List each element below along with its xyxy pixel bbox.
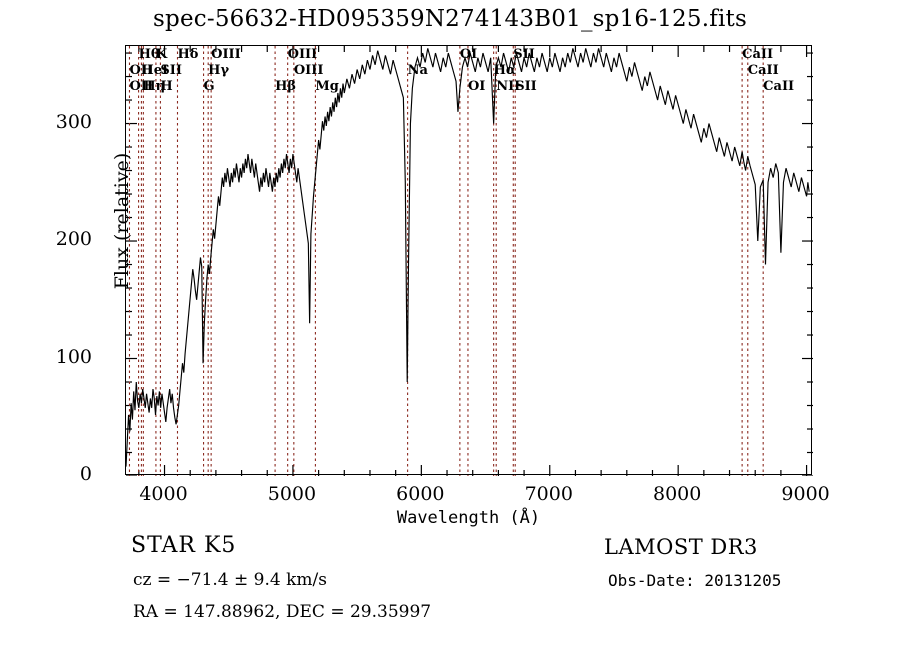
line-id-label: OI	[467, 79, 486, 94]
line-id-label: Hα	[493, 63, 516, 78]
y-tick-label: 300	[55, 110, 92, 133]
spectrum-canvas	[126, 46, 813, 476]
redshift-velocity: cz = −71.4 ± 9.4 km/s	[133, 570, 327, 590]
line-id-label: CaII	[763, 79, 795, 94]
line-id-label: OII	[129, 63, 153, 78]
y-tick-label: 200	[55, 228, 92, 251]
line-id-label: K	[155, 47, 168, 62]
line-id-label: OIII	[293, 63, 324, 78]
line-id-label: Hδ	[177, 47, 199, 62]
line-id-label: HeI	[141, 63, 169, 78]
line-id-label: Hβ	[275, 79, 296, 94]
line-id-label: SII	[513, 47, 535, 62]
line-id-label: SII	[160, 63, 182, 78]
line-id-label: CaII	[742, 47, 774, 62]
observation-date: Obs-Date: 20131205	[608, 571, 782, 590]
y-tick-label: 100	[55, 345, 92, 368]
line-id-label: Hγ	[208, 63, 230, 78]
line-id-label: Hθ	[138, 47, 160, 62]
x-tick-label: 6000	[396, 483, 445, 505]
x-tick-label: 7000	[524, 483, 573, 505]
line-id-label: OI	[459, 47, 478, 62]
line-id-label: Mg	[315, 79, 339, 94]
line-id-label: Hη	[143, 79, 166, 94]
y-axis-label: Flux (relative)	[111, 152, 133, 290]
object-classification: STAR K5	[131, 533, 237, 558]
y-tick-label: 0	[79, 463, 92, 485]
plot-frame	[125, 45, 813, 476]
line-id-label: OIII	[287, 47, 318, 62]
x-tick-label: 8000	[652, 483, 702, 505]
x-tick-label: 4000	[139, 483, 188, 505]
axis-ticks	[126, 46, 813, 476]
page-title: spec-56632-HD095359N274143B01_sp16-125.f…	[153, 6, 747, 32]
x-tick-label: 9000	[781, 483, 830, 505]
survey-name: LAMOST DR3	[604, 535, 758, 559]
line-id-label: OII	[129, 79, 153, 94]
line-id-label: SII	[515, 79, 537, 94]
line-id-label: G	[203, 79, 215, 94]
line-id-label: H	[160, 79, 173, 94]
x-tick-label: 5000	[267, 483, 317, 505]
line-id-label: NII	[496, 79, 521, 94]
coordinates: RA = 147.88962, DEC = 29.35997	[133, 602, 432, 622]
x-axis-label: Wavelength (Å)	[396, 508, 541, 528]
line-id-label: CaII	[747, 63, 779, 78]
line-marker-group	[128, 46, 764, 476]
line-id-label: OIII	[211, 47, 241, 62]
line-id-label: Na	[407, 63, 428, 78]
spectrum-trace	[126, 48, 810, 467]
